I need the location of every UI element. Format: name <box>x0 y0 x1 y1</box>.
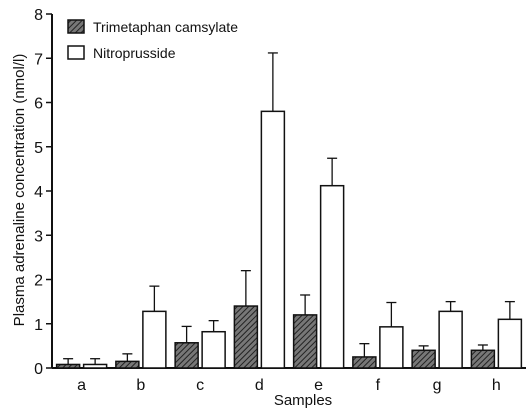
bars-layer <box>55 52 523 369</box>
bar-trimetaphan-d <box>233 305 259 369</box>
bar-trimetaphan-h <box>470 349 496 369</box>
bar-nitroprusside-d <box>260 110 286 369</box>
x-tick-label-d: d <box>255 377 264 394</box>
x-tick-label-b: b <box>136 377 145 394</box>
bar-trimetaphan-b <box>115 360 140 369</box>
legend-swatch-nitroprusside <box>67 45 85 60</box>
y-tick-label: 7 <box>34 51 43 68</box>
y-axis-title: Plasma adrenaline concentration (nmol/l) <box>11 54 28 327</box>
legend-swatch-trimetaphan <box>67 19 85 34</box>
x-tick-label-c: c <box>196 377 204 394</box>
x-tick-label-e: e <box>314 377 323 394</box>
bar-nitroprusside-e <box>319 184 345 369</box>
labels-layer: 0 1 2 3 4 5 6 7 8 a b c d e f g h <box>34 7 501 394</box>
bar-trimetaphan-a <box>55 363 81 369</box>
x-axis-title: Samples <box>274 392 332 409</box>
legend-label-trimetaphan: Trimetaphan camsylate <box>93 19 238 35</box>
x-tick-label-h: h <box>492 377 501 394</box>
bar-nitroprusside-c <box>201 330 226 369</box>
bar-trimetaphan-g <box>411 349 436 369</box>
x-tick-label-g: g <box>433 377 442 394</box>
bar-trimetaphan-e <box>292 314 318 369</box>
bar-nitroprusside-g <box>438 310 463 369</box>
y-tick-label: 5 <box>34 140 43 157</box>
x-tick-label-a: a <box>77 377 86 394</box>
y-tick-label: 3 <box>34 228 43 245</box>
bar-trimetaphan-f <box>352 356 377 369</box>
bar-nitroprusside-a <box>82 363 108 369</box>
legend-label-nitroprusside: Nitroprusside <box>93 45 176 61</box>
y-tick-label: 4 <box>34 184 43 201</box>
bar-trimetaphan-c <box>174 342 199 369</box>
y-tick-label: 6 <box>34 96 43 113</box>
y-tick-label: 8 <box>34 7 43 24</box>
legend: Trimetaphan camsylate Nitroprusside <box>67 19 238 61</box>
bar-nitroprusside-h <box>497 318 523 369</box>
x-tick-label-f: f <box>376 377 381 394</box>
y-tick-label: 0 <box>34 361 43 378</box>
y-tick-label: 2 <box>34 273 43 290</box>
y-tick-label: 1 <box>34 317 43 334</box>
bar-nitroprusside-f <box>379 326 404 369</box>
bar-nitroprusside-b <box>142 310 167 369</box>
